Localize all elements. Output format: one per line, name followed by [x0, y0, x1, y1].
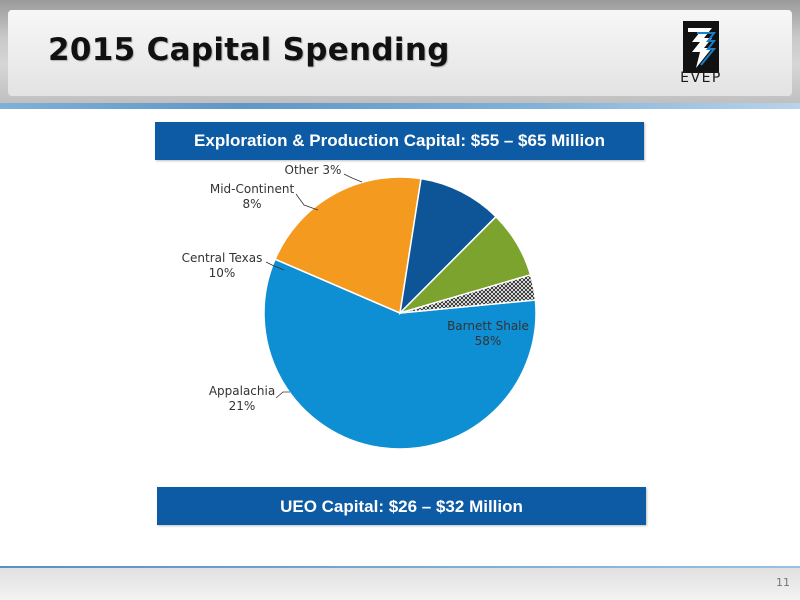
pie-slice-appalachia: [274, 176, 422, 315]
leader-line: [265, 261, 285, 271]
slice-label: Central Texas 10%: [182, 251, 263, 280]
footer-accent-line: [0, 566, 800, 568]
leader-line: [343, 173, 363, 183]
slice-label: Other 3%: [285, 163, 342, 177]
pie-slice-mid-continent: [399, 215, 532, 314]
logo-text: EVEP: [680, 70, 722, 86]
header-panel: [8, 10, 792, 96]
pie-slice-other-3: [399, 273, 537, 314]
evep-logo-icon: [683, 21, 719, 73]
page-title: 2015 Capital Spending: [48, 32, 450, 68]
pie-slice-central-texas: [398, 177, 498, 316]
header-band: [0, 0, 800, 108]
ueo-capital-banner: UEO Capital: $26 – $32 Million: [157, 487, 646, 525]
ep-capital-banner: Exploration & Production Capital: $55 – …: [155, 122, 644, 160]
slice-label: Mid-Continent 8%: [210, 182, 295, 211]
leader-line: [295, 193, 319, 211]
leader-line: [275, 391, 290, 399]
slice-label: Appalachia 21%: [209, 384, 275, 413]
footer-band: [0, 568, 800, 600]
page-number: 11: [776, 576, 790, 589]
slice-label: Barnett Shale 58%: [447, 319, 529, 348]
header-accent-line: [0, 103, 800, 109]
pie-slice-barnett-shale: [263, 258, 537, 450]
